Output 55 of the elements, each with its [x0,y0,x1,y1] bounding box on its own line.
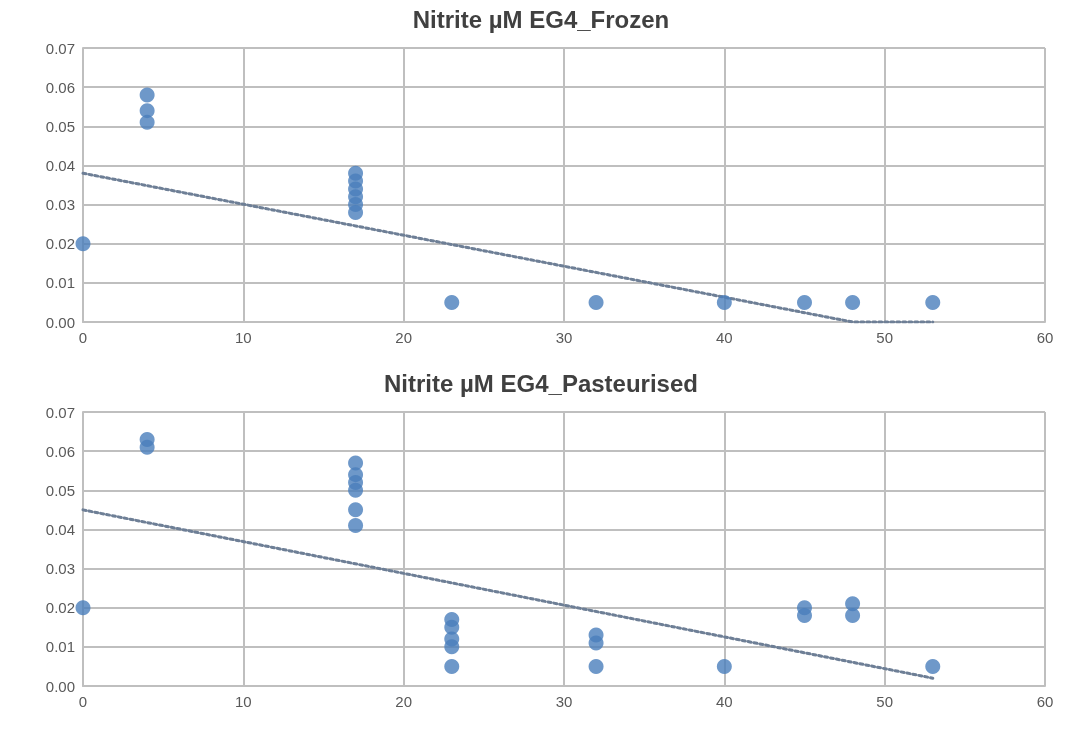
point [139,439,155,455]
point [588,658,604,674]
point [716,294,732,310]
x-tick-label: 60 [1036,693,1054,710]
y-tick-label: 0.04 [45,156,75,174]
point [845,294,861,310]
point [925,658,941,674]
point [348,482,364,498]
y-tick-label: 0.00 [45,313,75,331]
y-tick-label: 0.07 [45,403,75,421]
x-tick-label: 50 [876,693,894,710]
point [588,635,604,651]
y-tick-label: 0.07 [45,39,75,57]
point [348,518,364,534]
x-tick-label: 20 [395,329,413,346]
x-tick-label: 40 [715,693,733,710]
chart-title: Nitrite µM EG4_Pasteurised [384,369,698,397]
point [348,502,364,518]
point [444,639,460,655]
x-tick-label: 0 [78,329,88,346]
y-tick-label: 0.06 [45,442,75,460]
point [925,294,941,310]
point [139,87,155,103]
point [716,658,732,674]
x-tick-label: 30 [555,329,573,346]
y-tick-label: 0.05 [45,481,75,499]
x-tick-label: 30 [555,693,573,710]
x-tick-label: 50 [876,329,894,346]
point [444,294,460,310]
y-tick-label: 0.01 [45,274,75,292]
y-tick-label: 0.04 [45,520,75,538]
chart-title: Nitrite µM EG4_Frozen [412,5,670,33]
point [444,658,460,674]
point [797,294,812,310]
y-tick-label: 0.06 [45,78,75,96]
x-tick-label: 60 [1036,329,1054,346]
y-tick-label: 0.00 [45,677,75,695]
y-tick-label: 0.03 [45,560,75,578]
y-tick-label: 0.03 [45,196,75,214]
x-tick-label: 10 [234,329,252,346]
y-tick-label: 0.05 [45,117,75,135]
point [797,608,812,624]
point [75,600,91,616]
point [348,204,364,220]
point [75,236,91,252]
y-tick-label: 0.01 [45,638,75,656]
point [588,294,604,310]
y-tick-label: 0.02 [45,235,75,253]
x-tick-label: 40 [715,329,733,346]
point [845,608,861,624]
point [139,114,155,130]
x-tick-label: 10 [234,693,252,710]
x-tick-label: 0 [78,693,88,710]
x-tick-label: 20 [395,693,413,710]
y-tick-label: 0.02 [45,599,75,617]
